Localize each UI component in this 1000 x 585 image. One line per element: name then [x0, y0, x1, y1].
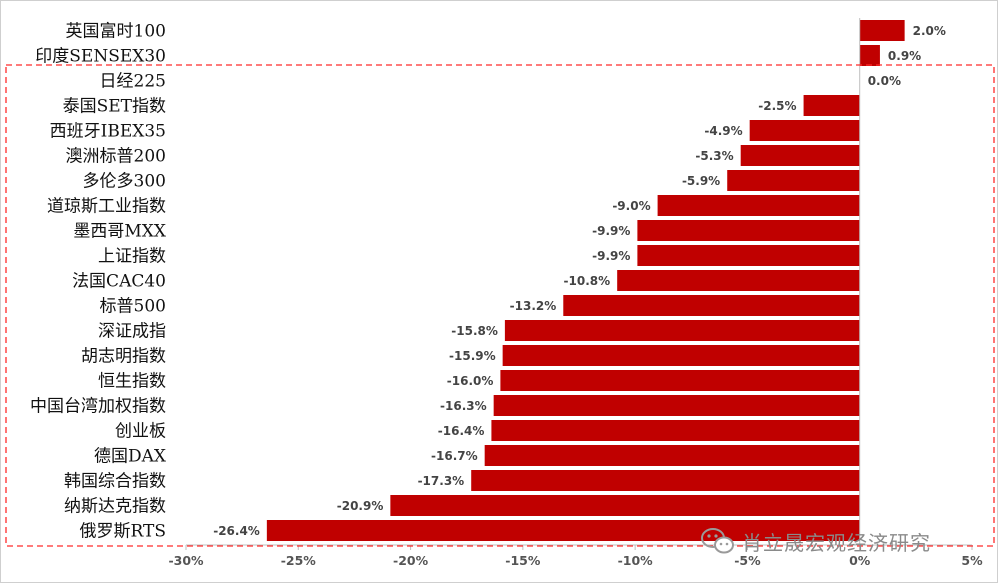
data-label: -4.9%	[704, 124, 742, 138]
category-label: 澳洲标普200	[66, 147, 166, 167]
bar	[637, 245, 860, 266]
data-label: -9.0%	[612, 199, 650, 213]
category-label: 深证成指	[98, 322, 166, 342]
category-label: 英国富时100	[66, 22, 166, 42]
x-tick-label: -30%	[168, 553, 204, 568]
category-label: 日经225	[100, 72, 166, 92]
bar	[471, 470, 860, 491]
bars-layer	[266, 20, 905, 541]
labels-layer: 英国富时100 2.0% 印度SENSEX30 0.9% 日经225 0.0% 泰国SET指…	[30, 22, 946, 542]
x-tick-label: -15%	[505, 553, 541, 568]
bar	[502, 345, 860, 366]
bar	[727, 170, 860, 191]
category-label: 上证指数	[98, 247, 166, 267]
data-label: -13.2%	[510, 299, 557, 313]
wechat-icon	[701, 528, 734, 554]
bar	[617, 270, 860, 291]
category-label: 中国台湾加权指数	[30, 397, 166, 417]
data-label: -16.7%	[431, 449, 478, 463]
bar	[749, 120, 860, 141]
data-label: -16.3%	[440, 399, 487, 413]
bar	[657, 195, 860, 216]
data-label: -10.8%	[564, 274, 611, 288]
category-label: 墨西哥MXX	[73, 222, 167, 242]
data-label: -5.3%	[695, 149, 733, 163]
category-label: 西班牙IBEX35	[50, 122, 166, 142]
category-label: 泰国SET指数	[63, 97, 166, 117]
data-label: -26.4%	[213, 524, 260, 538]
x-tick-label: -5%	[734, 553, 761, 568]
data-label: -9.9%	[592, 224, 630, 238]
data-label: 0.9%	[888, 49, 921, 63]
data-label: -9.9%	[592, 249, 630, 263]
watermark: 肖立晟宏观经济研究	[700, 524, 931, 558]
x-tick-label: -25%	[281, 553, 317, 568]
bar	[500, 370, 860, 391]
bar	[491, 420, 860, 441]
category-label: 韩国综合指数	[64, 472, 166, 492]
data-label: -2.5%	[758, 99, 796, 113]
category-label: 道琼斯工业指数	[47, 197, 166, 217]
data-label: -17.3%	[418, 474, 465, 488]
x-tick-label: 5%	[961, 553, 983, 568]
bar	[493, 395, 860, 416]
data-label: -15.8%	[451, 324, 498, 338]
data-label: -15.9%	[449, 349, 496, 363]
data-label: 0.0%	[868, 74, 901, 88]
category-label: 法国CAC40	[72, 272, 166, 292]
category-label: 标普500	[100, 297, 166, 317]
data-label: 2.0%	[913, 24, 946, 38]
category-label: 印度SENSEX30	[35, 47, 166, 67]
x-axis-ticks: -30% -25% -20% -15% -10% -5% 0% 5%	[168, 545, 983, 568]
bar	[859, 20, 905, 41]
bar	[740, 145, 860, 166]
data-label: -20.9%	[337, 499, 384, 513]
bar	[563, 295, 860, 316]
category-label: 德国DAX	[94, 447, 167, 467]
category-label: 多伦多300	[83, 172, 166, 192]
category-label: 纳斯达克指数	[64, 497, 166, 517]
category-label: 胡志明指数	[81, 347, 166, 367]
x-tick-label: 0%	[849, 553, 871, 568]
data-label: -16.0%	[447, 374, 494, 388]
highlight-dashed-box	[5, 64, 995, 547]
bar	[803, 95, 860, 116]
bar	[266, 520, 860, 541]
bar	[484, 445, 860, 466]
bar	[637, 220, 860, 241]
watermark-text: 肖立晟宏观经济研究	[742, 530, 931, 555]
bar	[859, 45, 880, 66]
data-label: -5.9%	[682, 174, 720, 188]
data-label: -16.4%	[438, 424, 485, 438]
category-label: 恒生指数	[98, 372, 166, 392]
x-tick-label: -10%	[618, 553, 654, 568]
bar	[504, 320, 860, 341]
category-label: 俄罗斯RTS	[80, 522, 167, 542]
category-label: 创业板	[115, 422, 166, 442]
x-tick-label: -20%	[393, 553, 429, 568]
bar	[390, 495, 860, 516]
